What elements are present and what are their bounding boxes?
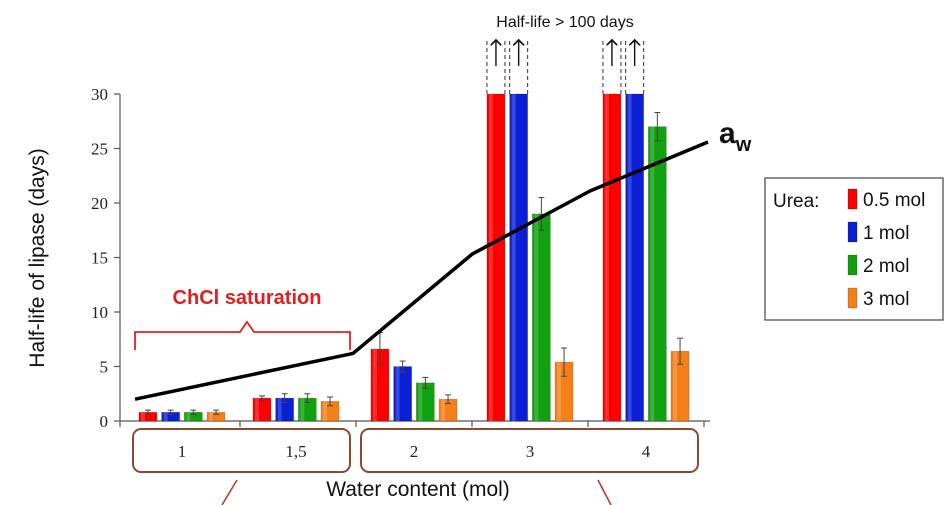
x-tick-label: 4 xyxy=(642,442,651,461)
x-tick-label: 3 xyxy=(526,442,535,461)
pointer-line-right xyxy=(597,479,612,505)
legend-label: 0.5 mol xyxy=(863,190,925,211)
legend-title: Urea: xyxy=(773,191,819,212)
y-tick-label: 10 xyxy=(91,303,108,322)
bar-highlight xyxy=(372,349,377,421)
y-tick-label: 25 xyxy=(91,140,108,159)
aw-line xyxy=(134,140,709,401)
pointer-line-left xyxy=(221,479,238,505)
y-tick-label: 5 xyxy=(100,358,109,377)
aw-label: aw xyxy=(719,117,752,156)
bar-highlight xyxy=(673,351,678,421)
bar-highlight xyxy=(186,412,191,421)
x-tick-label: 2 xyxy=(410,442,419,461)
legend-swatch xyxy=(847,188,858,210)
bar-highlight xyxy=(604,94,609,421)
bar-highlight xyxy=(163,412,168,421)
legend-label: 1 mol xyxy=(863,223,909,244)
legend-label: 2 mol xyxy=(863,256,909,277)
bar-highlight xyxy=(418,382,423,421)
saturation-brace xyxy=(134,320,351,350)
bar xyxy=(509,93,528,422)
legend-swatch xyxy=(847,221,858,243)
bar-highlight xyxy=(300,398,305,421)
bar-highlight xyxy=(395,366,400,421)
y-tick-label: 30 xyxy=(91,85,108,104)
bar-highlight xyxy=(209,412,214,421)
group-box-2 xyxy=(360,428,699,473)
y-tick-label: 0 xyxy=(100,412,109,431)
bar-highlight xyxy=(441,399,446,421)
aw-label-sub: w xyxy=(735,134,752,156)
bar-highlight xyxy=(534,213,539,421)
y-tick-label: 15 xyxy=(91,249,108,268)
half-life-note: Half-life > 100 days xyxy=(496,14,633,31)
x-axis-label: Water content (mol) xyxy=(326,478,510,501)
bar-highlight xyxy=(140,412,145,421)
y-tick-label: 20 xyxy=(91,194,108,213)
aw-label-main: a xyxy=(719,117,736,150)
bar-highlight xyxy=(254,398,259,421)
bar-highlight xyxy=(557,362,562,421)
legend-swatch xyxy=(847,287,858,309)
bar-highlight xyxy=(650,126,655,421)
bar-highlight xyxy=(488,94,493,421)
x-tick-label: 1,5 xyxy=(285,442,306,461)
saturation-label: ChCl saturation xyxy=(173,287,322,309)
bar xyxy=(602,93,622,422)
bar-highlight xyxy=(323,401,328,421)
bar-highlight xyxy=(627,94,632,421)
bar xyxy=(486,93,506,422)
legend: Urea: 0.5 mol 1 mol 2 mol 3 mol xyxy=(764,177,944,321)
legend-label: 3 mol xyxy=(863,289,909,310)
bar-highlight xyxy=(277,398,282,421)
bar-highlight xyxy=(511,94,516,421)
group-box-1 xyxy=(132,428,351,473)
legend-swatch xyxy=(847,254,858,276)
y-axis-label: Half-life of lipase (days) xyxy=(26,148,49,367)
x-tick-label: 1 xyxy=(178,442,187,461)
